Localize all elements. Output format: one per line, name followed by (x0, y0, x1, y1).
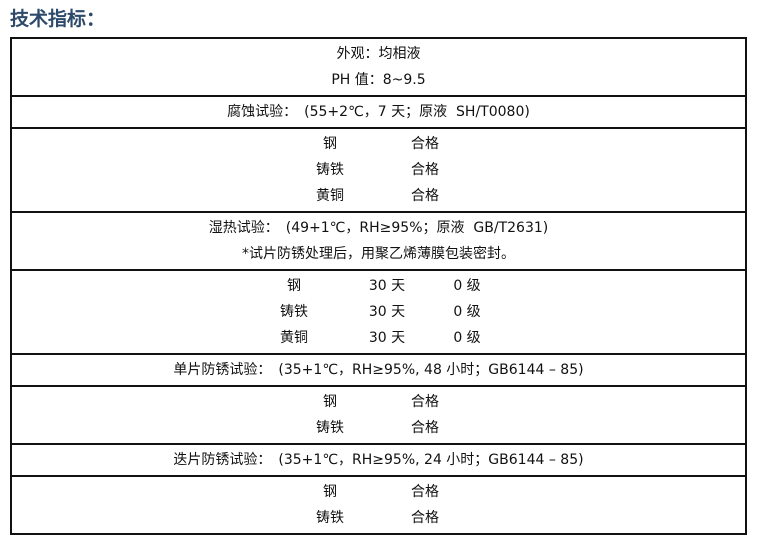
table-row: 铸铁 合格 (12, 505, 745, 531)
table-section: 湿热试验： (49+1℃，RH≥95%；原液 GB/T2631) *试片防锈处理后… (12, 211, 745, 269)
table-row: 钢 30 天 0 级 (12, 273, 745, 299)
material-cell: 钢 (323, 136, 337, 152)
result-cell: 合格 (411, 394, 439, 410)
material-cell: 黄铜 (280, 330, 308, 346)
material-cell: 钢 (323, 484, 337, 500)
result-cell: 0 级 (453, 330, 481, 346)
table-section: 钢合格 铸铁 合格 (12, 385, 745, 443)
table-section: 单片防锈试验： (35+1℃，RH≥95%, 48 小时；GB6144 – 85… (12, 353, 745, 385)
table-row: 铸铁 合格 (12, 415, 745, 441)
table-section: 迭片防锈试验： (35+1℃，RH≥95%, 24 小时；GB6144 – 85… (12, 443, 745, 475)
material-cell: 铸铁 (280, 304, 308, 320)
spec-line: 湿热试验： (49+1℃，RH≥95%；原液 GB/T2631) (208, 220, 549, 236)
spec-line: 外观：均相液 (336, 46, 421, 62)
table-row: 黄铜 30 天 0 级 (12, 325, 745, 351)
material-cell: 钢 (323, 394, 337, 410)
result-cell: 合格 (411, 510, 439, 526)
spec-line: PH 值：8~9.5 (331, 72, 426, 88)
duration-cell: 30 天 (368, 278, 406, 294)
spec-line: 腐蚀试验： (55+2℃，7 天；原液 SH/T0080) (227, 104, 530, 120)
table-section: 外观：均相液 PH 值：8~9.5 (12, 39, 745, 95)
material-cell: 铸铁 (316, 420, 344, 436)
material-cell: 铸铁 (316, 162, 344, 178)
result-cell: 合格 (411, 188, 439, 204)
spec-line: 单片防锈试验： (35+1℃，RH≥95%, 48 小时；GB6144 – 85… (173, 362, 584, 378)
table-row: 钢 合格 (12, 131, 745, 157)
material-cell: 铸铁 (316, 510, 344, 526)
table-row: 铸铁 30 天 0 级 (12, 299, 745, 325)
table-row: 钢 合格 (12, 389, 745, 415)
duration-cell: 30 天 (368, 330, 406, 346)
result-cell: 合格 (411, 420, 439, 436)
duration-cell: 30 天 (368, 304, 406, 320)
spec-line: 迭片防锈试验： (35+1℃，RH≥95%, 24 小时；GB6144 – 85… (173, 452, 584, 468)
table-section: 钢合格 铸铁 合格 (12, 475, 745, 533)
table-section: 腐蚀试验： (55+2℃，7 天；原液 SH/T0080) (12, 95, 745, 127)
material-cell: 黄铜 (316, 188, 344, 204)
table-section: 钢合格 铸铁 合格 黄铜 合格 (12, 127, 745, 211)
table-row: 钢 合格 (12, 479, 745, 505)
result-cell: 合格 (411, 162, 439, 178)
result-cell: 0 级 (453, 304, 481, 320)
spec-line: *试片防锈处理后，用聚乙烯薄膜包装密封。 (242, 246, 515, 262)
result-cell: 0 级 (453, 278, 481, 294)
result-cell: 合格 (411, 136, 439, 152)
table-row: 铸铁 合格 (12, 157, 745, 183)
spec-table: 外观：均相液 PH 值：8~9.5 腐蚀试验： (55+2℃，7 天；原液 SH/T… (10, 37, 747, 535)
table-row: 黄铜 合格 (12, 183, 745, 209)
page-title: 技术指标： (10, 8, 106, 30)
result-cell: 合格 (411, 484, 439, 500)
material-cell: 钢 (287, 278, 301, 294)
